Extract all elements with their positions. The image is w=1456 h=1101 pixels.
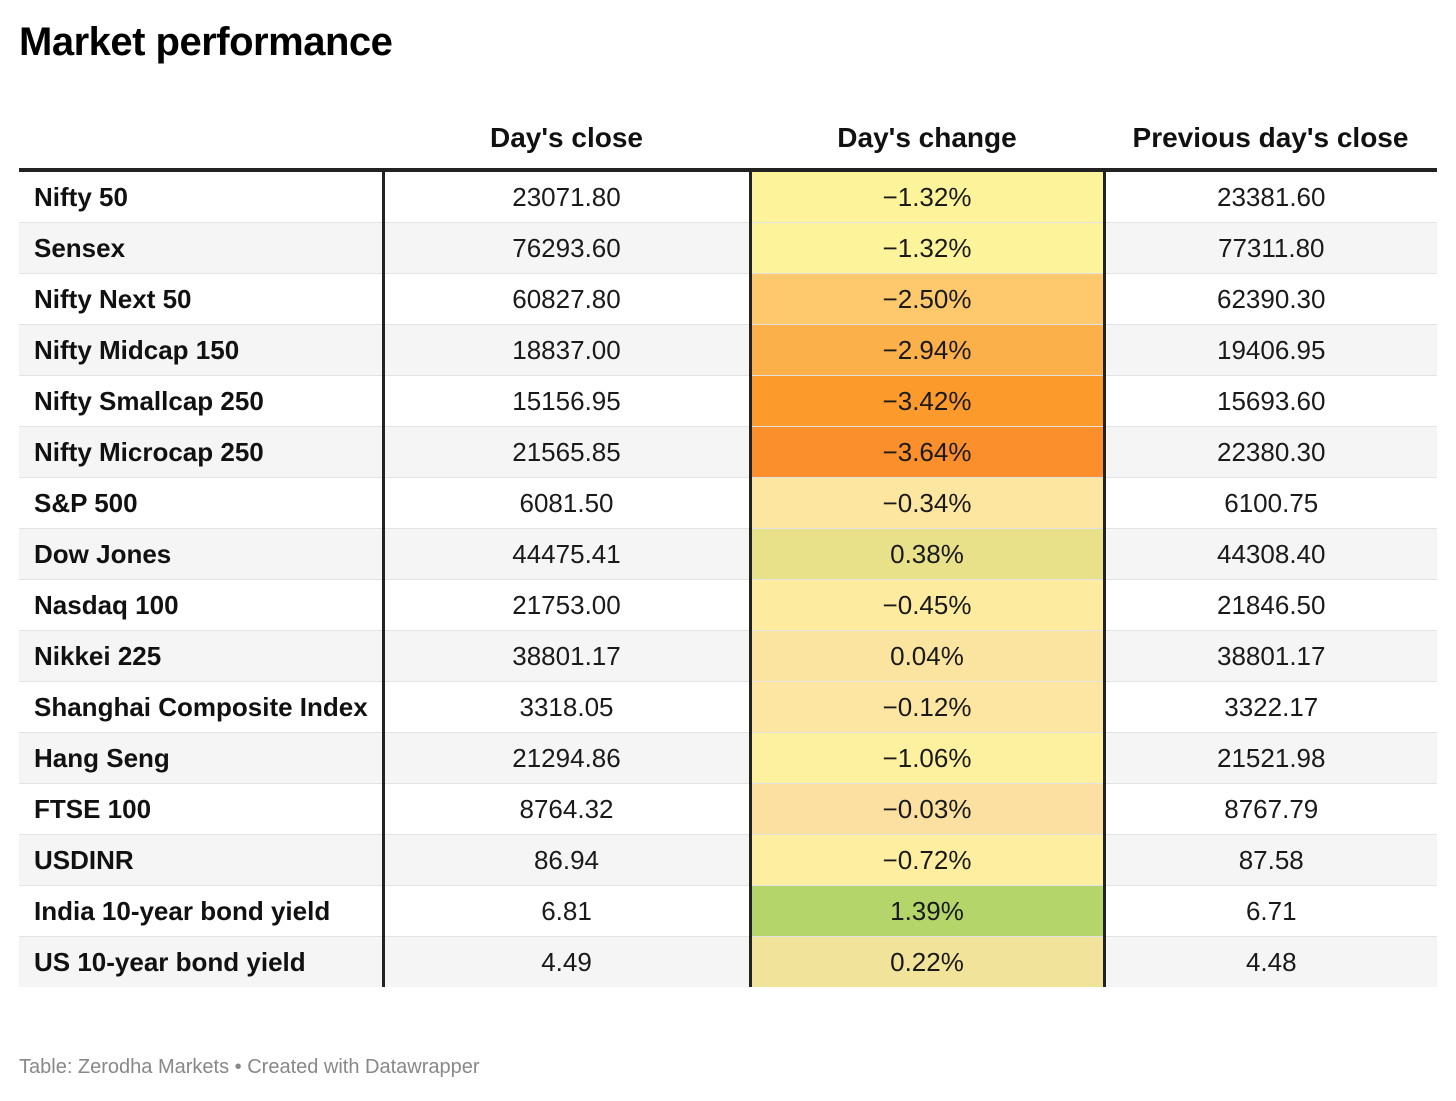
row-days-change: −1.06%: [750, 732, 1106, 784]
row-days-close: 4.49: [383, 936, 752, 987]
header-days-change: Day's change: [750, 108, 1104, 172]
row-previous-close: 21846.50: [1104, 579, 1437, 631]
row-previous-close: 19406.95: [1104, 324, 1437, 376]
row-days-close: 86.94: [383, 834, 752, 886]
table-row: Sensex 76293.60 −1.32% 77311.80: [19, 222, 1437, 274]
row-days-close: 23071.80: [383, 170, 752, 223]
row-previous-close: 23381.60: [1104, 170, 1437, 223]
row-days-change: −2.94%: [750, 324, 1106, 376]
row-days-close: 21294.86: [383, 732, 752, 784]
page-title: Market performance: [19, 20, 393, 64]
row-days-change: −1.32%: [750, 222, 1106, 274]
header-name: [19, 108, 383, 172]
row-name: S&P 500: [19, 477, 385, 529]
row-days-change: 0.04%: [750, 630, 1106, 682]
row-name: USDINR: [19, 834, 385, 886]
row-days-close: 3318.05: [383, 681, 752, 733]
row-name: Hang Seng: [19, 732, 385, 784]
row-days-change: 1.39%: [750, 885, 1106, 937]
row-days-close: 6081.50: [383, 477, 752, 529]
table-row: Nifty Smallcap 250 15156.95 −3.42% 15693.60: [19, 375, 1437, 427]
row-name: Shanghai Composite Index: [19, 681, 385, 733]
source-footer: Table: Zerodha Markets • Created with Da…: [19, 1056, 480, 1078]
row-days-change: −0.72%: [750, 834, 1106, 886]
row-name: India 10-year bond yield: [19, 885, 385, 937]
row-previous-close: 77311.80: [1104, 222, 1437, 274]
row-name: Nasdaq 100: [19, 579, 385, 631]
row-days-close: 6.81: [383, 885, 752, 937]
row-name: Nikkei 225: [19, 630, 385, 682]
row-days-close: 15156.95: [383, 375, 752, 427]
row-days-change: −3.42%: [750, 375, 1106, 427]
row-name: Nifty Next 50: [19, 273, 385, 325]
row-previous-close: 6.71: [1104, 885, 1437, 937]
row-previous-close: 4.48: [1104, 936, 1437, 987]
row-previous-close: 21521.98: [1104, 732, 1437, 784]
row-name: Dow Jones: [19, 528, 385, 580]
row-name: Nifty Microcap 250: [19, 426, 385, 478]
row-days-change: 0.38%: [750, 528, 1106, 580]
row-previous-close: 62390.30: [1104, 273, 1437, 325]
row-previous-close: 15693.60: [1104, 375, 1437, 427]
row-days-close: 38801.17: [383, 630, 752, 682]
row-days-close: 44475.41: [383, 528, 752, 580]
row-name: Nifty Midcap 150: [19, 324, 385, 376]
row-days-close: 18837.00: [383, 324, 752, 376]
row-days-change: 0.22%: [750, 936, 1106, 987]
table-row: Nasdaq 100 21753.00 −0.45% 21846.50: [19, 579, 1437, 631]
table-row: Nifty Microcap 250 21565.85 −3.64% 22380.30: [19, 426, 1437, 478]
row-days-change: −3.64%: [750, 426, 1106, 478]
row-days-close: 21753.00: [383, 579, 752, 631]
table-row: Hang Seng 21294.86 −1.06% 21521.98: [19, 732, 1437, 784]
row-days-change: −0.03%: [750, 783, 1106, 835]
row-name: FTSE 100: [19, 783, 385, 835]
row-days-close: 60827.80: [383, 273, 752, 325]
row-days-change: −1.32%: [750, 170, 1106, 223]
row-name: US 10-year bond yield: [19, 936, 385, 987]
row-days-change: −2.50%: [750, 273, 1106, 325]
row-previous-close: 22380.30: [1104, 426, 1437, 478]
market-performance-table: Day's close Day's change Previous day's …: [19, 108, 1437, 987]
row-days-change: −0.45%: [750, 579, 1106, 631]
row-name: Sensex: [19, 222, 385, 274]
row-previous-close: 8767.79: [1104, 783, 1437, 835]
row-days-close: 76293.60: [383, 222, 752, 274]
header-row: Day's close Day's change Previous day's …: [19, 108, 1437, 172]
table-row: Nifty 50 23071.80 −1.32% 23381.60: [19, 170, 1437, 223]
table-row: Nikkei 225 38801.17 0.04% 38801.17: [19, 630, 1437, 682]
table-row: Nifty Midcap 150 18837.00 −2.94% 19406.95: [19, 324, 1437, 376]
row-previous-close: 87.58: [1104, 834, 1437, 886]
row-previous-close: 44308.40: [1104, 528, 1437, 580]
row-days-change: −0.12%: [750, 681, 1106, 733]
table-row: S&P 500 6081.50 −0.34% 6100.75: [19, 477, 1437, 529]
row-name: Nifty Smallcap 250: [19, 375, 385, 427]
row-days-close: 8764.32: [383, 783, 752, 835]
table-row: US 10-year bond yield 4.49 0.22% 4.48: [19, 936, 1437, 987]
table-row: India 10-year bond yield 6.81 1.39% 6.71: [19, 885, 1437, 937]
header-previous-close: Previous day's close: [1104, 108, 1437, 172]
row-days-close: 21565.85: [383, 426, 752, 478]
row-days-change: −0.34%: [750, 477, 1106, 529]
row-name: Nifty 50: [19, 170, 385, 223]
table-row: Dow Jones 44475.41 0.38% 44308.40: [19, 528, 1437, 580]
row-previous-close: 38801.17: [1104, 630, 1437, 682]
row-previous-close: 6100.75: [1104, 477, 1437, 529]
table-row: USDINR 86.94 −0.72% 87.58: [19, 834, 1437, 886]
table-row: FTSE 100 8764.32 −0.03% 8767.79: [19, 783, 1437, 835]
row-previous-close: 3322.17: [1104, 681, 1437, 733]
table-row: Nifty Next 50 60827.80 −2.50% 62390.30: [19, 273, 1437, 325]
header-days-close: Day's close: [383, 108, 750, 172]
table-row: Shanghai Composite Index 3318.05 −0.12% 332…: [19, 681, 1437, 733]
